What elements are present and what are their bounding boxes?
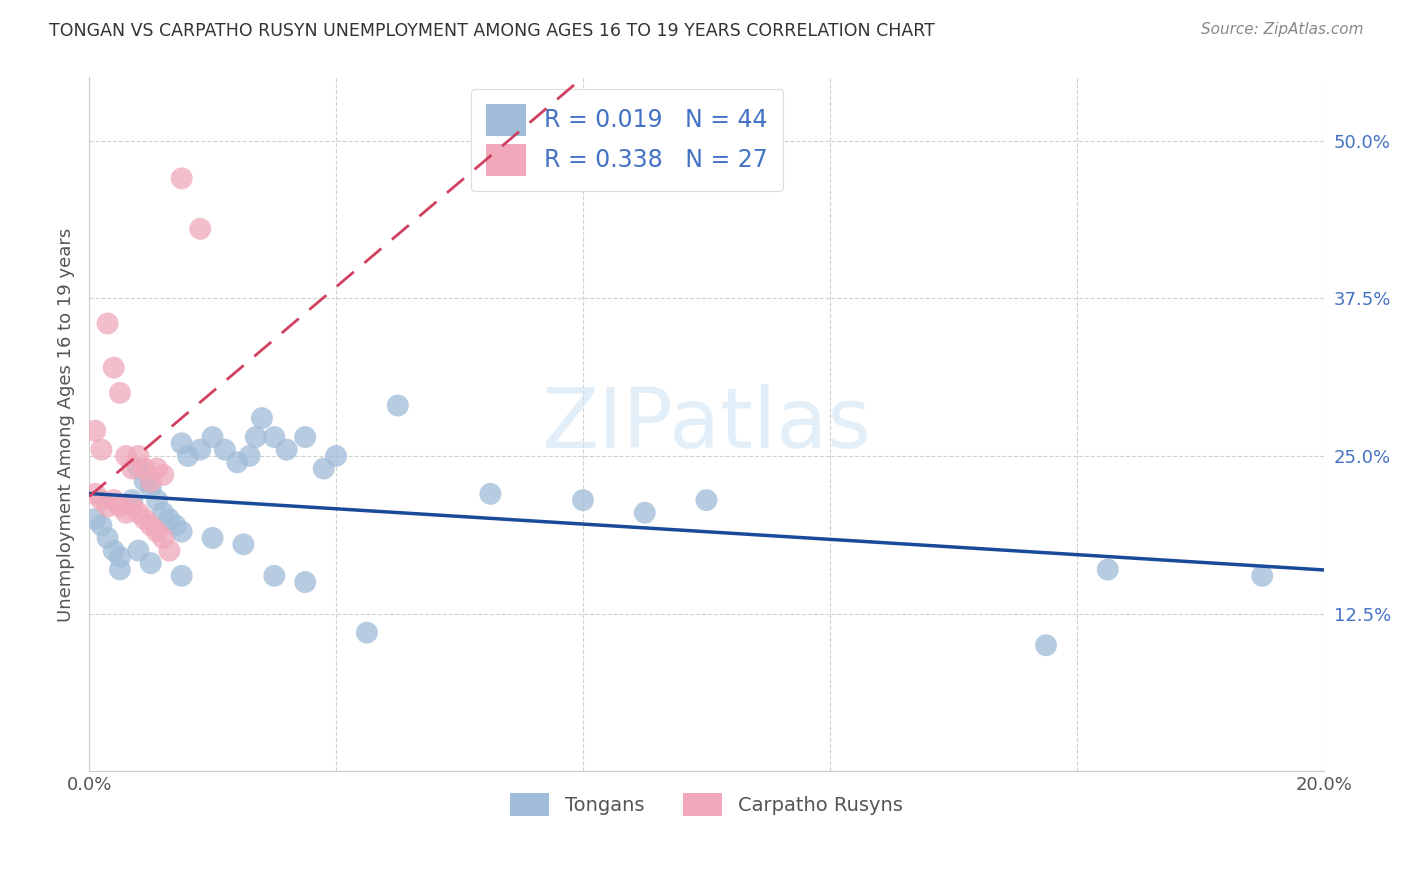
Point [121,500,143,514]
Point [387,399,409,413]
Point [146,524,169,539]
Text: TONGAN VS CARPATHO RUSYN UNEMPLOYMENT AMONG AGES 16 TO 19 YEARS CORRELATION CHAR: TONGAN VS CARPATHO RUSYN UNEMPLOYMENT AM… [49,22,935,40]
Point [108,549,131,564]
Point [146,461,169,475]
Text: ZIPatlas: ZIPatlas [541,384,872,465]
Point [90,442,112,457]
Point [263,569,285,583]
Point [294,430,316,444]
Point [108,385,131,400]
Point [108,500,131,514]
Point [263,430,285,444]
Point [139,518,162,533]
Point [152,467,174,482]
Point [108,562,131,576]
Point [201,430,224,444]
Point [84,424,107,438]
Point [572,493,595,508]
Point [103,493,125,508]
Point [245,430,267,444]
Point [134,461,156,475]
Point [226,455,249,469]
Point [250,411,273,425]
Point [165,518,187,533]
Point [90,518,112,533]
Point [103,543,125,558]
Point [157,512,180,526]
Point [177,449,200,463]
Point [115,506,138,520]
Point [127,543,149,558]
Point [695,493,717,508]
Point [152,506,174,520]
Point [139,481,162,495]
Point [127,461,149,475]
Point [214,442,236,457]
Point [170,436,193,450]
Point [127,506,149,520]
Point [84,512,107,526]
Point [325,449,347,463]
Point [1097,562,1119,576]
Point [134,512,156,526]
Point [97,531,120,545]
Point [170,171,193,186]
Point [1035,638,1057,652]
Point [276,442,298,457]
Point [121,461,143,475]
Point [115,449,138,463]
Point [201,531,224,545]
Point [188,222,211,236]
Point [479,487,502,501]
Legend: Tongans, Carpatho Rusyns: Tongans, Carpatho Rusyns [502,785,910,824]
Point [239,449,262,463]
Point [157,543,180,558]
Point [170,569,193,583]
Text: Source: ZipAtlas.com: Source: ZipAtlas.com [1201,22,1364,37]
Point [103,360,125,375]
Point [134,474,156,488]
Y-axis label: Unemployment Among Ages 16 to 19 years: Unemployment Among Ages 16 to 19 years [58,227,75,622]
Point [139,556,162,570]
Point [90,493,112,508]
Point [139,474,162,488]
Point [127,449,149,463]
Point [170,524,193,539]
Point [152,531,174,545]
Point [232,537,254,551]
Point [121,493,143,508]
Point [294,575,316,590]
Point [188,442,211,457]
Point [84,487,107,501]
Point [356,625,378,640]
Point [97,500,120,514]
Point [146,493,169,508]
Point [97,317,120,331]
Point [312,461,335,475]
Point [1251,569,1274,583]
Point [634,506,657,520]
